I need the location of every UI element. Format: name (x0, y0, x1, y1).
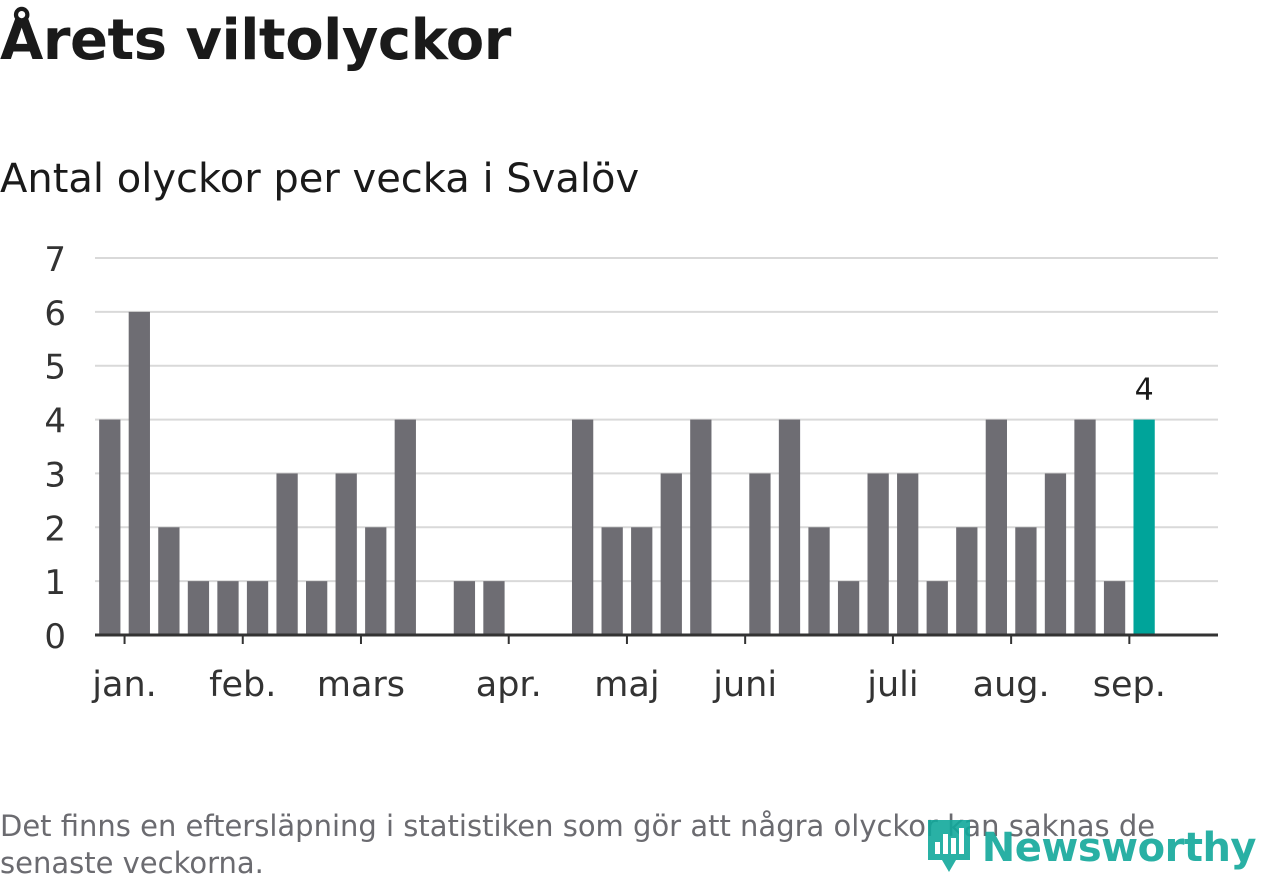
bar (926, 581, 948, 635)
data-labels: 4 (1135, 373, 1154, 408)
x-tick-label: jan. (91, 665, 156, 705)
y-tick-label: 7 (44, 240, 66, 280)
y-tick-label: 0 (44, 617, 66, 657)
bar (394, 419, 416, 635)
bar (246, 581, 269, 635)
bar (778, 419, 801, 635)
bar (158, 527, 180, 635)
bar (276, 473, 298, 635)
bar (660, 473, 682, 635)
bar (306, 581, 328, 635)
logo-text: Newsworthy (981, 825, 1257, 871)
x-tick-label: sep. (1093, 665, 1166, 705)
highlight-data-label: 4 (1135, 373, 1154, 408)
bar (1044, 473, 1067, 635)
bar (99, 419, 121, 635)
x-tick-label: maj (594, 665, 659, 705)
bar-chart-pin-icon (924, 816, 974, 880)
bars (99, 311, 1155, 635)
bar (365, 527, 387, 635)
bar (631, 527, 653, 635)
x-tick-label: mars (317, 665, 405, 705)
y-tick-label: 4 (44, 402, 66, 442)
newsworthy-logo: Newsworthy (924, 816, 1257, 880)
x-axis-ticks: jan. feb. mars apr. maj juni juli aug. sep. (91, 635, 1166, 705)
bar (217, 581, 239, 635)
y-tick-label: 3 (44, 455, 66, 495)
bar (867, 473, 889, 635)
bar (571, 419, 594, 635)
bar (601, 527, 623, 635)
y-tick-label: 2 (44, 509, 66, 549)
x-tick-label: juli (866, 665, 918, 705)
y-tick-label: 5 (44, 348, 66, 388)
bar-highlight (1133, 419, 1155, 635)
y-tick-label: 1 (44, 563, 66, 603)
bar (1103, 581, 1126, 635)
y-axis-ticks: 0 1 2 3 4 5 6 7 (44, 240, 66, 657)
x-tick-label: feb. (209, 665, 276, 705)
x-tick-label: aug. (973, 665, 1050, 705)
bar (749, 473, 771, 635)
bar (956, 527, 978, 635)
bar (335, 473, 357, 635)
bar (690, 419, 712, 635)
bar (897, 473, 919, 635)
bar (1015, 527, 1037, 635)
x-tick-label: juni (712, 665, 777, 705)
bar (985, 419, 1007, 635)
bar (808, 527, 830, 635)
bar (453, 581, 476, 635)
y-tick-label: 6 (44, 294, 66, 334)
x-tick-label: apr. (476, 665, 542, 705)
chart-title: Årets viltolyckor (0, 8, 511, 73)
chart-subtitle: Antal olyckor per vecka i Svalöv (0, 156, 640, 202)
bar (128, 311, 150, 635)
bar (187, 581, 210, 635)
bar (837, 581, 860, 635)
bar (1074, 419, 1096, 635)
bar (483, 581, 505, 635)
